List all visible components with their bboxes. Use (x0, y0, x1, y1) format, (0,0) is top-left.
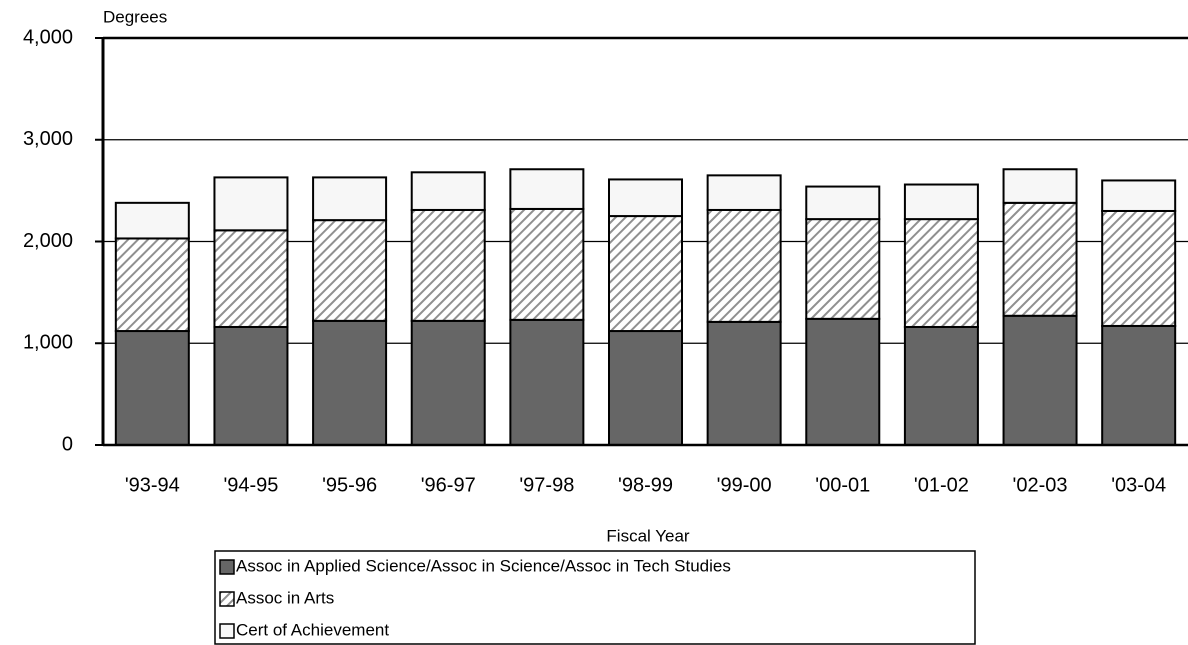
bar-segment (805, 317, 881, 446)
bar-segment (312, 219, 388, 322)
bar-segment (1002, 201, 1078, 317)
bar-segment (410, 208, 486, 322)
x-tick-label: '97-98 (519, 474, 574, 496)
bar-segment (903, 183, 979, 221)
bar-segment (903, 218, 979, 328)
y-tick-label: 3,000 (23, 128, 73, 150)
bar-segment (805, 185, 881, 221)
legend-label: Cert of Achievement (236, 620, 389, 639)
bar-segment (805, 218, 881, 320)
x-tick-label: '95-96 (322, 474, 377, 496)
legend-label: Assoc in Arts (236, 588, 334, 607)
legend-swatch (219, 623, 235, 639)
bar-segment (608, 178, 683, 218)
bar-segment (608, 330, 683, 447)
bar-segment (1002, 168, 1078, 204)
bar-segment (213, 176, 289, 232)
x-tick-label: '00-01 (815, 474, 870, 496)
y-tick-label: 1,000 (23, 332, 73, 354)
legend-box (214, 550, 976, 645)
bar-segment (706, 208, 782, 323)
bar-segment (114, 330, 190, 447)
bar-segment (509, 318, 585, 446)
x-tick-label: '03-04 (1111, 474, 1166, 496)
x-tick-label: '94-95 (223, 474, 278, 496)
legend-swatch (219, 591, 235, 607)
bar-segment (213, 325, 289, 446)
bar-segment (114, 237, 190, 333)
x-tick-label: '02-03 (1013, 474, 1068, 496)
bar-segment (312, 176, 388, 222)
y-axis-label: Degrees (103, 7, 167, 26)
bar-segment (1101, 209, 1177, 327)
bar-segment (1101, 324, 1177, 447)
x-tick-label: '01-02 (914, 474, 969, 496)
bar-segment (213, 229, 289, 328)
bar-segment (410, 171, 486, 211)
bar-segment (706, 320, 782, 447)
bar-segment (509, 207, 585, 321)
x-tick-label: '98-99 (618, 474, 673, 496)
bar-segment (114, 201, 190, 240)
legend-swatch (219, 559, 235, 575)
bar-segment (312, 319, 388, 446)
bar-segment (608, 215, 683, 333)
bar-segment (1002, 314, 1078, 446)
bar-segment (1101, 179, 1177, 212)
bar-segment (706, 174, 782, 211)
bar-segment (410, 319, 486, 446)
x-tick-label: '96-97 (421, 474, 476, 496)
x-tick-label: '93-94 (125, 474, 180, 496)
bar-segment (903, 325, 979, 446)
y-tick-label: 4,000 (23, 26, 73, 48)
y-tick-label: 2,000 (23, 230, 73, 252)
x-tick-label: '99-00 (717, 474, 772, 496)
y-tick-label: 0 (62, 433, 73, 455)
legend-label: Assoc in Applied Science/Assoc in Scienc… (236, 556, 731, 575)
x-axis-label: Fiscal Year (606, 526, 689, 545)
bar-segment (509, 168, 585, 210)
